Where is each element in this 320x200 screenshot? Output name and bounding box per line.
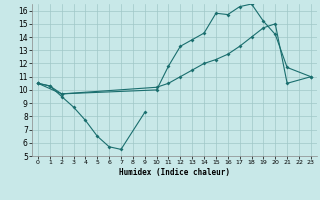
- X-axis label: Humidex (Indice chaleur): Humidex (Indice chaleur): [119, 168, 230, 177]
